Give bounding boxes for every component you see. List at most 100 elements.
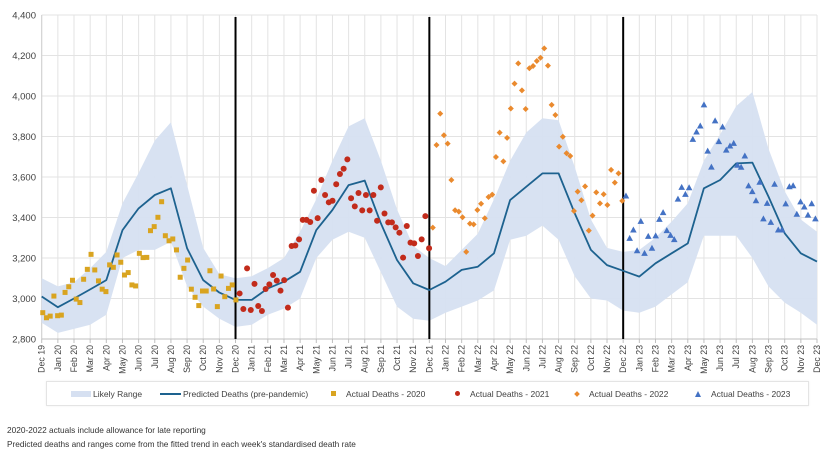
data-point-triangle <box>704 147 711 154</box>
data-point-circle <box>381 210 388 217</box>
x-tick-label: Mar 21 <box>279 345 289 372</box>
data-point-square <box>55 313 61 319</box>
y-tick-label: 2,800 <box>12 335 36 346</box>
x-tick-label: Feb 23 <box>650 345 660 372</box>
y-tick-label: 4,400 <box>12 11 36 22</box>
data-point-square <box>136 250 142 256</box>
data-point-circle <box>322 192 329 199</box>
data-point-circle <box>370 192 377 199</box>
data-point-square <box>192 294 198 300</box>
data-point-diamond <box>600 191 607 198</box>
data-point-circle <box>351 203 358 210</box>
data-point-square <box>129 282 135 288</box>
x-tick-label: Sep 21 <box>376 345 386 373</box>
data-point-square <box>188 286 194 292</box>
x-tick-label: Oct 23 <box>780 345 790 371</box>
x-tick-label: Sep 22 <box>570 345 580 373</box>
data-point-circle <box>374 217 381 224</box>
data-point-diamond <box>582 183 589 190</box>
x-tick-label: Dec 19 <box>37 345 47 373</box>
data-point-diamond <box>470 221 477 228</box>
data-point-square <box>107 262 113 268</box>
data-point-triangle <box>767 218 775 225</box>
data-point-circle <box>277 287 284 294</box>
data-point-triangle <box>804 211 812 218</box>
data-point-triangle <box>622 192 630 199</box>
x-tick-label: Aug 23 <box>747 345 757 373</box>
data-point-diamond <box>548 101 555 108</box>
data-point-diamond <box>589 212 596 219</box>
legend-label: Actual Deaths - 2020 <box>346 388 426 399</box>
data-point-diamond <box>518 87 525 94</box>
data-point-circle <box>403 223 410 230</box>
data-point-diamond <box>552 112 559 119</box>
x-tick-label: Jul 22 <box>537 345 547 369</box>
data-point-square <box>151 224 157 230</box>
data-point-circle <box>362 192 369 199</box>
x-tick-label: Jan 21 <box>247 345 257 372</box>
data-point-diamond <box>481 215 488 222</box>
data-point-diamond <box>544 62 551 69</box>
x-tick-label: Aug 21 <box>360 345 370 373</box>
data-point-square <box>207 268 213 274</box>
data-point-square <box>121 272 127 278</box>
data-point-square <box>43 315 49 321</box>
x-tick-label: Apr 21 <box>295 345 305 371</box>
legend-label: Actual Deaths - 2022 <box>589 388 669 399</box>
data-point-circle <box>396 229 403 236</box>
x-tick-label: May 21 <box>311 345 321 374</box>
x-tick-label: Sep 23 <box>764 345 774 373</box>
x-tick-label: Mar 20 <box>85 345 95 372</box>
data-point-triangle <box>730 139 737 146</box>
data-point-circle <box>359 207 366 214</box>
data-point-square <box>73 296 79 302</box>
data-point-circle <box>414 252 421 259</box>
data-point-triangle <box>644 232 652 239</box>
data-point-triangle <box>760 215 767 222</box>
data-point-circle <box>340 165 347 172</box>
data-point-square <box>218 273 224 279</box>
y-tick-label: 3,000 <box>12 294 36 305</box>
x-tick-label: Oct 20 <box>198 345 208 371</box>
data-point-circle <box>266 281 273 288</box>
data-point-triangle <box>626 234 633 241</box>
data-point-square <box>77 300 83 306</box>
x-tick-label: Aug 22 <box>554 345 564 373</box>
x-tick-label: Jul 20 <box>150 345 160 369</box>
data-point-diamond <box>604 201 611 208</box>
data-point-diamond <box>559 133 566 140</box>
data-point-diamond <box>444 140 451 147</box>
legend-marker-diamond <box>574 390 580 397</box>
data-point-square <box>173 247 179 253</box>
legend-item-2023: Actual Deaths - 2023 <box>695 382 790 405</box>
data-point-triangle <box>748 188 756 195</box>
legend-label: Actual Deaths - 2023 <box>711 388 791 399</box>
footnote-method: Predicted deaths and ranges come from th… <box>7 439 356 449</box>
legend-item-2021: Actual Deaths - 2021 <box>455 382 549 405</box>
data-point-circle <box>318 177 325 184</box>
x-tick-label: Jan 23 <box>634 345 644 372</box>
data-point-diamond <box>492 153 499 160</box>
data-point-square <box>225 285 231 291</box>
data-point-circle <box>273 277 280 284</box>
data-point-square <box>114 252 120 258</box>
data-point-triangle <box>808 200 815 207</box>
data-point-triangle <box>670 236 678 243</box>
data-point-triangle <box>648 244 656 251</box>
x-tick-label: May 23 <box>699 345 709 374</box>
data-point-circle <box>258 308 265 315</box>
data-point-circle <box>388 219 395 226</box>
data-point-triangle <box>789 182 797 189</box>
data-point-square <box>84 266 90 272</box>
x-tick-label: Apr 22 <box>489 345 499 371</box>
data-point-square <box>185 257 191 263</box>
data-point-diamond <box>440 132 447 139</box>
data-point-diamond <box>504 134 511 141</box>
data-point-diamond <box>585 227 592 234</box>
data-point-square <box>92 267 98 273</box>
data-point-square <box>181 265 187 271</box>
data-point-diamond <box>574 188 581 195</box>
data-point-triangle <box>682 190 689 197</box>
data-point-triangle <box>752 197 760 204</box>
data-point-diamond <box>541 45 548 52</box>
